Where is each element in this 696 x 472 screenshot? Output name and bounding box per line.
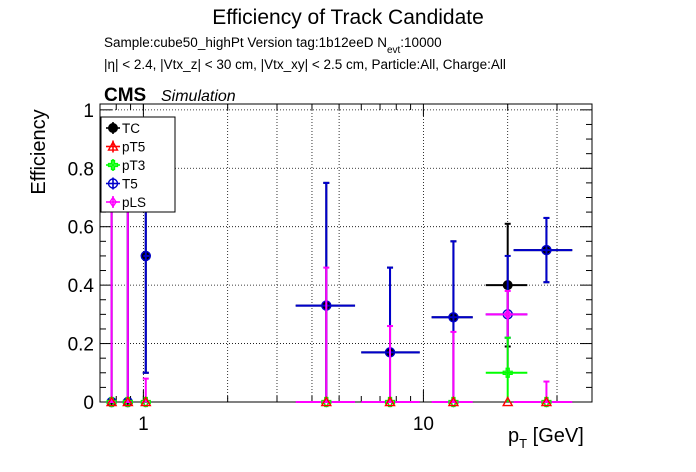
cuts-line: |η| < 2.4, |Vtx_z| < 30 cm, |Vtx_xy| < 2…: [104, 57, 506, 72]
y-axis-title: Efficiency: [28, 109, 50, 194]
grid-layer: [100, 104, 592, 402]
x-tick-label: 1: [138, 414, 149, 435]
cms-label: CMS: [104, 85, 146, 106]
sample-subscript: evt: [387, 45, 401, 56]
x-axis-title-sub: T: [519, 436, 527, 451]
legend: TC pT5 pT3 T5 pLS: [100, 116, 176, 213]
legend-entry-t5: T5: [106, 177, 138, 192]
legend-marker: [107, 140, 119, 151]
legend-label: pLS: [122, 195, 146, 210]
x-axis-title-unit: [GeV]: [527, 425, 584, 447]
t5-marker: [448, 312, 459, 323]
legend-marker: [108, 123, 118, 133]
data-point-pt5: [540, 396, 553, 407]
y-tick-label: 0: [83, 393, 94, 414]
legend-label: pT5: [122, 140, 145, 155]
y-tick-label: 0.6: [68, 218, 94, 239]
pt5-marker: [320, 396, 332, 407]
pt5-marker: [105, 396, 118, 407]
y-tick-label: 1: [83, 101, 94, 122]
data-point-pt3: [485, 336, 528, 402]
data-point-pt5: [447, 396, 460, 407]
data-point-t5: [513, 216, 573, 284]
tick-layer: 0 0.2 0.4 0.6 0.8 1 1 10: [68, 101, 593, 435]
t5-marker: [541, 244, 552, 256]
x-axis-title: pT [GeV]: [508, 425, 584, 451]
data-point-pt5: [320, 396, 332, 407]
pt3-marker: [502, 367, 513, 378]
y-tick-label: 0.8: [68, 159, 94, 180]
series-pt5: [105, 396, 553, 407]
legend-label: TC: [122, 121, 140, 136]
legend-label: T5: [122, 177, 138, 192]
x-tick-label: 10: [413, 414, 434, 435]
y-tick-label: 0.4: [68, 276, 95, 297]
legend-marker: [107, 159, 119, 171]
pt5-marker: [384, 396, 396, 407]
legend-entry-pls: pLS: [106, 195, 146, 210]
x-axis-title-p: p: [508, 425, 519, 447]
x-axis-title-text: pT [GeV]: [508, 425, 584, 451]
legend-entry-tc: TC: [106, 121, 140, 136]
pt5-marker: [540, 396, 553, 407]
legend-entry-pt5: pT5: [106, 140, 145, 155]
legend-label: pT3: [122, 158, 145, 173]
y-tick-label: 0.2: [68, 335, 94, 356]
data-point-pt5: [105, 396, 118, 407]
pt5-marker: [447, 396, 460, 407]
data-point-pt5: [384, 396, 396, 407]
simulation-label: Simulation: [161, 88, 236, 105]
pt5-marker: [122, 396, 134, 407]
data-point-pt5: [140, 396, 152, 407]
pt5-marker: [502, 396, 514, 407]
data-point-pt5: [122, 396, 134, 407]
series-layer: [105, 138, 573, 408]
data-point-pt5: [502, 396, 514, 407]
series-pls: [107, 152, 573, 408]
legend-marker: [107, 178, 119, 189]
pls-marker: [503, 308, 512, 321]
t5-marker: [140, 250, 151, 262]
sample-count: :10000: [400, 35, 441, 50]
legend-entry-pt3: pT3: [106, 158, 145, 173]
sample-text: Sample:cube50_highPt Version tag:1b12eeD…: [104, 35, 387, 50]
sample-line: Sample:cube50_highPt Version tag:1b12eeD…: [104, 35, 442, 56]
pt5-marker: [140, 396, 152, 407]
chart-title: Efficiency of Track Candidate: [212, 6, 484, 29]
legend-marker: [108, 196, 118, 208]
